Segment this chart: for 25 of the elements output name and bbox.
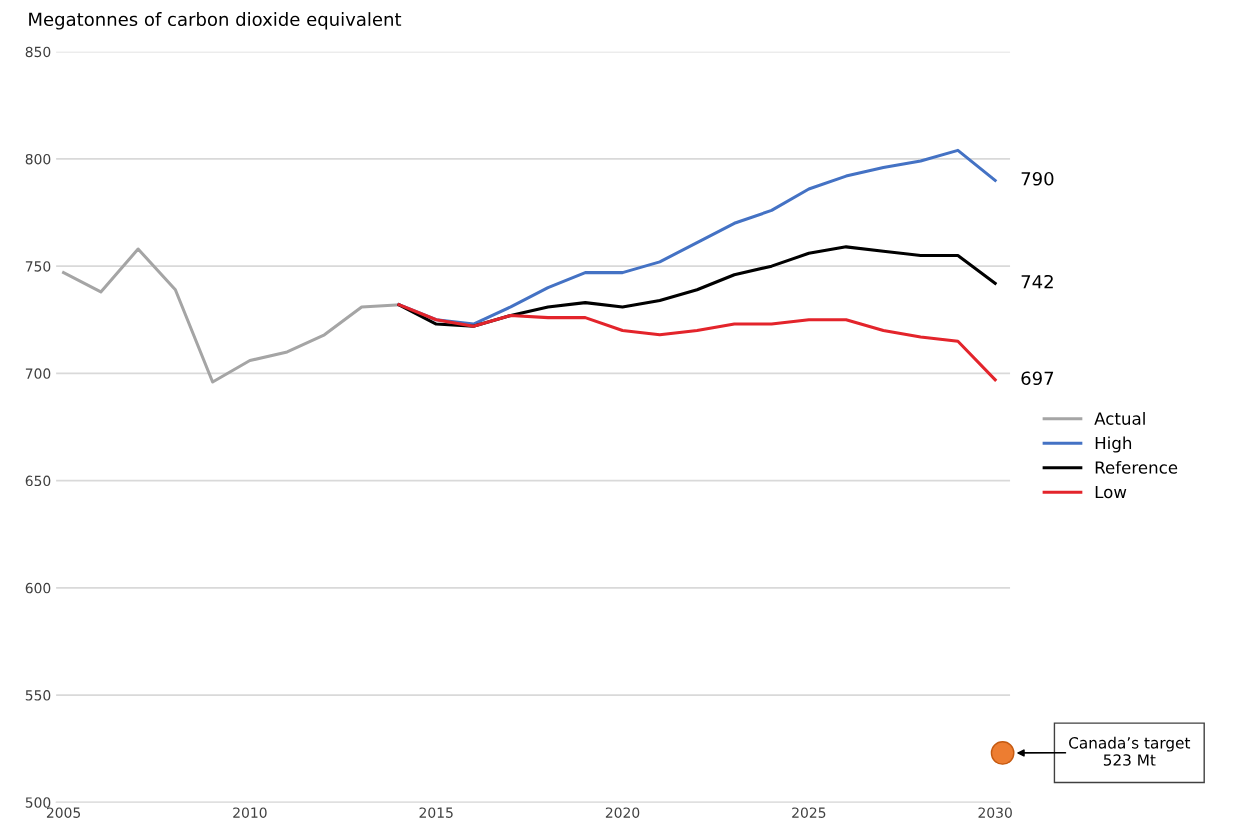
line-series <box>397 303 997 382</box>
data-label: 742 <box>1021 274 1053 289</box>
line-series <box>62 247 401 384</box>
y-tick-label: 600 <box>25 582 51 594</box>
y-tick-label: 850 <box>25 46 51 58</box>
x-tick-label: 2010 <box>233 807 267 818</box>
y-tick-label: 550 <box>25 690 51 701</box>
y-tick-label: 700 <box>25 368 51 379</box>
y-axis-title: Megatonnes of carbon dioxide equivalent <box>29 12 402 30</box>
data-label: 790 <box>1021 171 1054 186</box>
legend-label: Reference <box>1095 460 1178 474</box>
x-tick-label: 2020 <box>605 807 640 818</box>
x-tick-label: 2005 <box>46 807 81 818</box>
data-label: 697 <box>1021 371 1054 386</box>
text: Canada’s target 523 Mt <box>1069 736 1191 766</box>
y-tick-label: 500 <box>25 797 51 808</box>
legend-label: High <box>1095 436 1132 453</box>
y-tick-label: 800 <box>25 153 51 165</box>
x-tick-label: 2015 <box>419 807 453 818</box>
y-tick-label: 750 <box>25 261 51 272</box>
x-tick-label: 2030 <box>978 807 1012 818</box>
x-tick-label: 2025 <box>792 807 826 818</box>
legend-label: Low <box>1095 485 1127 499</box>
legend-label: Actual <box>1094 411 1145 425</box>
y-tick-label: 650 <box>25 475 51 487</box>
